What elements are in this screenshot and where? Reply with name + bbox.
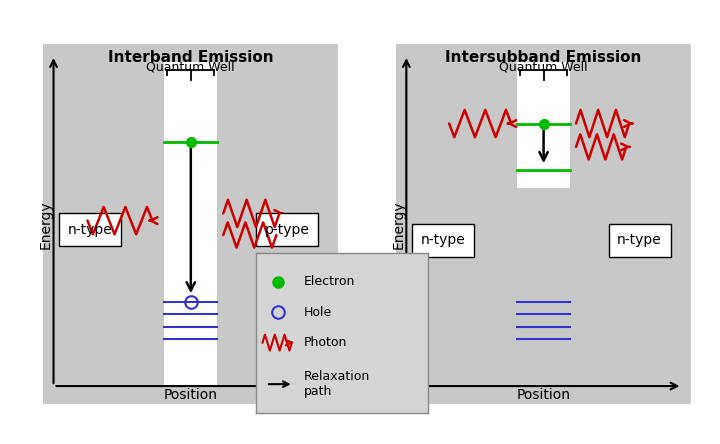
Text: p-type: p-type bbox=[264, 222, 309, 237]
Text: Intersubband Emission: Intersubband Emission bbox=[446, 50, 642, 65]
Text: n-type: n-type bbox=[421, 234, 466, 247]
Text: Electron: Electron bbox=[304, 275, 356, 288]
Text: Hole: Hole bbox=[304, 306, 332, 319]
Text: Quantum Well: Quantum Well bbox=[499, 60, 588, 74]
Bar bbox=[256, 214, 318, 246]
Bar bbox=[60, 214, 122, 246]
Text: Energy: Energy bbox=[392, 200, 405, 249]
Text: Interband Emission: Interband Emission bbox=[108, 50, 274, 65]
Text: Relaxation
path: Relaxation path bbox=[304, 370, 370, 398]
Text: Energy: Energy bbox=[39, 200, 53, 249]
Bar bbox=[164, 62, 217, 386]
Text: Photon: Photon bbox=[304, 336, 347, 349]
Text: n-type: n-type bbox=[617, 234, 662, 247]
Text: Position: Position bbox=[517, 388, 571, 402]
Bar bbox=[608, 224, 670, 257]
Text: Position: Position bbox=[163, 388, 217, 402]
Bar bbox=[413, 224, 474, 257]
Bar bbox=[517, 62, 570, 386]
Text: n-type: n-type bbox=[68, 222, 113, 237]
Text: Quantum Well: Quantum Well bbox=[146, 60, 235, 74]
Bar bbox=[517, 188, 570, 386]
